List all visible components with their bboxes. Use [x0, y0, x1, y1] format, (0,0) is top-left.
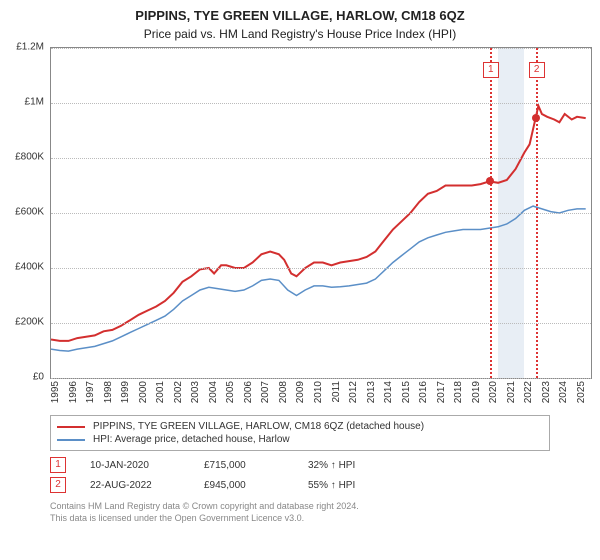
chart-subtitle: Price paid vs. HM Land Registry's House … — [0, 23, 600, 47]
x-tick-label: 1998 — [103, 381, 114, 403]
x-tick-label: 2006 — [243, 381, 254, 403]
x-tick-label: 2005 — [225, 381, 236, 403]
sale-row: 2 22-AUG-2022 £945,000 55% ↑ HPI — [50, 475, 550, 495]
sale-row: 1 10-JAN-2020 £715,000 32% ↑ HPI — [50, 455, 550, 475]
x-tick-label: 2011 — [331, 381, 342, 403]
chart-title: PIPPINS, TYE GREEN VILLAGE, HARLOW, CM18… — [0, 0, 600, 23]
x-tick-label: 2000 — [138, 381, 149, 403]
gridline — [51, 378, 591, 379]
x-tick-label: 2015 — [401, 381, 412, 403]
sale-vline — [490, 48, 492, 378]
y-tick-label: £600K — [15, 207, 44, 218]
gridline — [51, 103, 591, 104]
x-tick-label: 1999 — [120, 381, 131, 403]
gridline — [51, 268, 591, 269]
y-tick-label: £1.2M — [16, 42, 44, 53]
sale-marker-box: 1 — [483, 62, 499, 78]
y-tick-label: £1M — [25, 97, 44, 108]
x-tick-label: 2002 — [173, 381, 184, 403]
sale-delta: 55% ↑ HPI — [308, 480, 355, 491]
footer-line-2: This data is licensed under the Open Gov… — [50, 513, 550, 525]
x-tick-label: 2010 — [313, 381, 324, 403]
y-tick-label: £400K — [15, 262, 44, 273]
x-tick-label: 2013 — [366, 381, 377, 403]
y-tick-label: £800K — [15, 152, 44, 163]
gridline — [51, 213, 591, 214]
x-tick-label: 2023 — [541, 381, 552, 403]
legend: PIPPINS, TYE GREEN VILLAGE, HARLOW, CM18… — [50, 415, 550, 451]
x-tick-label: 2004 — [208, 381, 219, 403]
footer: Contains HM Land Registry data © Crown c… — [50, 501, 550, 524]
x-tick-label: 2021 — [506, 381, 517, 403]
legend-item: HPI: Average price, detached house, Harl… — [57, 433, 543, 446]
sale-vline — [536, 48, 538, 378]
sale-date: 10-JAN-2020 — [90, 460, 180, 471]
sale-row-marker: 2 — [50, 477, 66, 493]
x-tick-label: 2001 — [155, 381, 166, 403]
sale-row-marker: 1 — [50, 457, 66, 473]
sale-date: 22-AUG-2022 — [90, 480, 180, 491]
series-line — [51, 206, 586, 351]
x-tick-label: 2016 — [418, 381, 429, 403]
x-tick-label: 1997 — [85, 381, 96, 403]
x-tick-label: 1996 — [68, 381, 79, 403]
sale-delta: 32% ↑ HPI — [308, 460, 355, 471]
sale-point — [486, 177, 494, 185]
x-tick-label: 2007 — [260, 381, 271, 403]
sale-price: £715,000 — [204, 460, 284, 471]
x-tick-label: 2009 — [295, 381, 306, 403]
y-tick-label: £200K — [15, 317, 44, 328]
x-tick-label: 2022 — [523, 381, 534, 403]
x-tick-label: 2012 — [348, 381, 359, 403]
x-tick-label: 2020 — [488, 381, 499, 403]
sale-price: £945,000 — [204, 480, 284, 491]
gridline — [51, 48, 591, 49]
x-tick-label: 2003 — [190, 381, 201, 403]
sales-table: 1 10-JAN-2020 £715,000 32% ↑ HPI 2 22-AUG-202… — [50, 455, 550, 495]
legend-item: PIPPINS, TYE GREEN VILLAGE, HARLOW, CM18… — [57, 420, 543, 433]
x-tick-label: 2014 — [383, 381, 394, 403]
legend-swatch — [57, 439, 85, 441]
gridline — [51, 323, 591, 324]
x-tick-label: 2017 — [436, 381, 447, 403]
sale-point — [532, 114, 540, 122]
x-tick-label: 2025 — [576, 381, 587, 403]
legend-label: PIPPINS, TYE GREEN VILLAGE, HARLOW, CM18… — [93, 421, 424, 432]
x-tick-label: 2019 — [471, 381, 482, 403]
y-tick-label: £0 — [33, 372, 44, 383]
gridline — [51, 158, 591, 159]
footer-line-1: Contains HM Land Registry data © Crown c… — [50, 501, 550, 513]
plot-area: 12 — [50, 47, 592, 379]
chart-container: PIPPINS, TYE GREEN VILLAGE, HARLOW, CM18… — [0, 0, 600, 560]
x-tick-label: 2024 — [558, 381, 569, 403]
legend-label: HPI: Average price, detached house, Harl… — [93, 434, 290, 445]
legend-swatch — [57, 426, 85, 428]
sale-marker-box: 2 — [529, 62, 545, 78]
chart-area: 12 £0£200K£400K£600K£800K£1M£1.2M1995199… — [50, 47, 590, 407]
x-tick-label: 2018 — [453, 381, 464, 403]
series-line — [51, 106, 586, 341]
x-tick-label: 1995 — [50, 381, 61, 403]
x-tick-label: 2008 — [278, 381, 289, 403]
